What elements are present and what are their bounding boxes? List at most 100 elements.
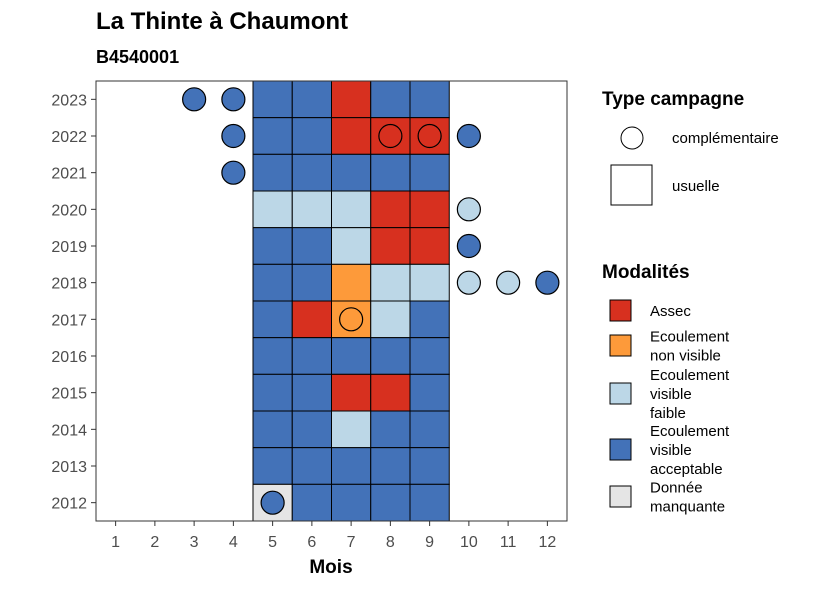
point-2022-8 [378,123,403,149]
legend-label-ecoulement_visible_faible: Ecoulement [650,367,730,384]
legend-usuelle-label: usuelle [672,178,720,195]
cell-2020-5 [252,190,293,229]
cell-2017-5 [252,300,293,339]
x-tick-label: 1 [111,534,120,551]
cell-2020-9 [409,190,450,229]
legend-label-ecoulement_visible_faible: faible [650,405,686,422]
legend-swatch-ecoulement_non_visible [609,334,632,357]
cell-2013-9 [409,447,450,485]
x-tick-label: 11 [500,534,517,551]
cell-2015-6 [291,373,332,412]
chart-subtitle: B4540001 [96,47,179,67]
cell-2021-8 [370,153,411,192]
cell-2019-9 [409,227,450,265]
x-tick-label: 3 [190,534,199,551]
legend-label-ecoulement_non_visible: non visible [650,348,721,365]
point-2020-10 [456,197,481,222]
y-tick-label: 2017 [51,312,87,329]
x-tick-label: 9 [425,534,434,551]
cell-2016-7 [331,337,372,375]
legend-type-title: Type campagne [602,89,744,110]
x-tick-label: 4 [229,534,238,551]
x-axis: 1 2 3 4 5 6 7 8 9 10 11 12 [111,521,556,551]
cell-2012-9 [409,483,450,522]
point-2022-9 [417,123,442,149]
x-tick-label: 12 [538,534,556,551]
y-tick-label: 2023 [51,92,87,109]
legend-label-ecoulement_non_visible: Ecoulement [650,329,730,346]
cell-2022-6 [291,117,332,155]
cell-2016-5 [252,337,293,375]
cell-2014-8 [370,410,411,449]
cell-2012-8 [370,483,411,522]
x-tick-label: 7 [347,534,356,551]
y-tick-label: 2014 [51,422,87,439]
point-2022-4 [221,123,246,149]
chart-title: La Thinte à Chaumont [96,8,348,35]
legend-label-ecoulement_visible_acceptable: acceptable [650,461,723,478]
cell-2019-7 [331,227,372,265]
x-tick-label: 6 [307,534,316,551]
cell-2021-9 [409,153,450,192]
cell-2023-5 [252,80,293,119]
point-2022-10 [456,123,481,149]
legend-modalites: Modalités Assec Ecoulement non visible Ecou… [602,262,730,516]
cell-2016-8 [370,337,411,375]
cell-2021-7 [331,153,372,192]
cell-2015-8 [370,373,411,412]
cell-2019-8 [370,227,411,265]
legend-circle-icon [620,126,644,150]
y-axis: 2012 2013 2014 2015 2016 2017 2018 2019 2020 2021… [51,92,96,513]
legend-type-campagne: Type campagne complémentaire usuelle [602,89,779,206]
y-tick-label: 2021 [51,166,87,183]
cell-2021-5 [252,153,293,192]
x-tick-label: 5 [268,534,277,551]
point-2018-11 [496,270,521,295]
cell-2015-5 [252,373,293,412]
cell-2018-8 [370,263,411,302]
legend-swatch-assec [609,299,632,322]
x-axis-title: Mois [309,557,352,578]
point-2018-12 [535,270,560,295]
cell-2017-6 [291,300,332,339]
cell-2014-9 [409,410,450,449]
point-2021-4 [221,160,246,185]
cell-2023-7 [331,80,372,119]
cell-2023-8 [370,80,411,119]
legend-label-donnee_manquante: Donnée [650,480,703,497]
cell-2016-9 [409,337,450,375]
cell-2017-8 [370,300,411,339]
legend-label-donnee_manquante: manquante [650,499,725,516]
legend-modalites-title: Modalités [602,262,690,283]
cell-2019-6 [291,227,332,265]
point-2023-4 [221,87,246,112]
cell-2019-5 [252,227,293,265]
cell-2018-7 [331,263,372,302]
cell-2013-8 [370,447,411,485]
legend-label-ecoulement_visible_faible: visible [650,386,692,403]
point-2012-5 [260,490,285,515]
y-tick-label: 2016 [51,349,87,366]
y-tick-label: 2018 [51,276,87,293]
y-tick-label: 2022 [51,129,87,146]
point-2019-10 [456,233,481,259]
cell-2015-9 [409,373,450,412]
legend-square-icon [610,164,653,206]
point-2023-3 [182,87,207,112]
y-tick-label: 2020 [51,202,87,219]
legend-complementaire-label: complémentaire [672,130,779,147]
cell-2016-6 [291,337,332,375]
legend-swatch-donnee_manquante [609,485,632,508]
x-tick-label: 2 [150,534,159,551]
cell-2014-5 [252,410,293,449]
cell-2023-6 [291,80,332,119]
cell-2013-5 [252,447,293,485]
y-tick-label: 2019 [51,239,87,256]
plot-border [95,80,568,522]
cell-2020-7 [331,190,372,229]
complementaire-points [182,87,560,515]
legend-swatch-ecoulement_visible_faible [609,382,632,405]
cell-2017-9 [409,300,450,339]
cell-2022-5 [252,117,293,155]
